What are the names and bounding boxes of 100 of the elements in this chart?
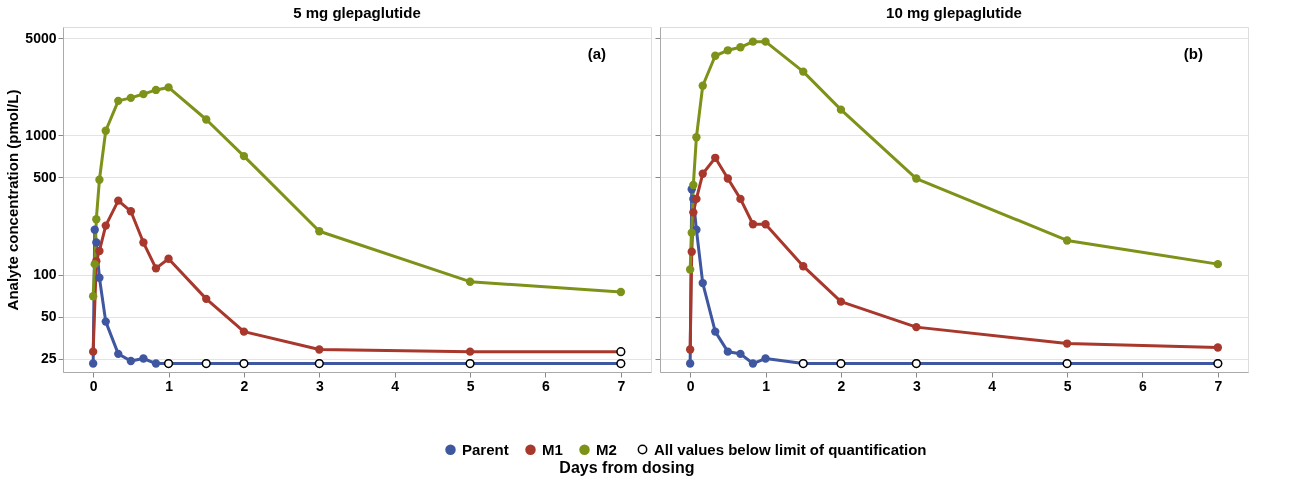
point bbox=[748, 37, 758, 46]
point bbox=[315, 345, 324, 354]
y-tick-label: 50 bbox=[40, 308, 57, 325]
legend-label: M2 bbox=[596, 440, 617, 458]
point bbox=[151, 264, 161, 273]
point bbox=[698, 169, 707, 178]
x-tick-label: 3 bbox=[315, 377, 324, 394]
point bbox=[836, 297, 846, 306]
point bbox=[689, 180, 698, 190]
point bbox=[723, 174, 733, 183]
point bbox=[711, 327, 720, 336]
point bbox=[239, 151, 249, 161]
point bbox=[689, 208, 698, 217]
point bbox=[90, 225, 99, 234]
point bbox=[912, 322, 921, 332]
x-tick-label: 4 bbox=[391, 377, 400, 394]
legend-label: All values below limit of quantification bbox=[654, 440, 927, 458]
point bbox=[698, 278, 707, 288]
y-tick-label: 100 bbox=[33, 266, 57, 283]
point bbox=[761, 37, 770, 46]
point bbox=[736, 194, 745, 204]
point bbox=[687, 247, 696, 256]
point bbox=[126, 207, 136, 216]
x-tick-label: 4 bbox=[988, 377, 997, 394]
point bbox=[95, 273, 104, 282]
point bbox=[723, 347, 733, 356]
point bbox=[114, 349, 123, 359]
y-tick-label: 1000 bbox=[25, 126, 57, 143]
x-tick-label: 0 bbox=[686, 377, 695, 394]
y-tick-label: 500 bbox=[33, 168, 57, 185]
y-axis-title: Analyte concentration (pmol/L) bbox=[4, 89, 22, 311]
point bbox=[736, 43, 745, 52]
x-tick-label: 3 bbox=[912, 377, 921, 394]
point bbox=[685, 265, 695, 274]
point bbox=[101, 317, 110, 326]
x-tick-label: 1 bbox=[762, 377, 771, 394]
x-tick-label: 5 bbox=[1063, 377, 1072, 394]
point bbox=[723, 46, 733, 55]
point bbox=[1062, 339, 1072, 348]
point bbox=[164, 254, 173, 263]
point bbox=[736, 349, 745, 359]
point bbox=[1062, 236, 1072, 245]
y-tick-label: 5000 bbox=[25, 29, 57, 46]
point bbox=[151, 85, 161, 95]
point bbox=[836, 105, 846, 114]
annotation: (a) bbox=[587, 45, 606, 62]
legend-label: M1 bbox=[542, 440, 563, 458]
point bbox=[164, 83, 173, 92]
x-tick-label: 2 bbox=[240, 377, 249, 394]
point bbox=[139, 354, 148, 363]
chart-title: 10 mg glepaglutide bbox=[886, 4, 1022, 21]
y-tick-label: 25 bbox=[40, 350, 57, 366]
x-tick-label: 7 bbox=[617, 377, 626, 394]
point bbox=[95, 175, 104, 184]
annotation: (b) bbox=[1183, 45, 1203, 62]
point bbox=[92, 215, 101, 224]
point bbox=[465, 347, 475, 356]
point bbox=[139, 238, 148, 247]
point bbox=[616, 287, 626, 297]
x-tick-label: 0 bbox=[89, 377, 98, 394]
x-tick-label: 7 bbox=[1214, 377, 1223, 394]
point bbox=[685, 359, 695, 368]
point bbox=[114, 96, 123, 106]
point bbox=[711, 153, 720, 162]
x-tick-label: 6 bbox=[1139, 377, 1148, 394]
point bbox=[1213, 343, 1223, 352]
point bbox=[748, 359, 758, 368]
point bbox=[92, 238, 101, 247]
point bbox=[711, 51, 720, 60]
point bbox=[698, 81, 707, 90]
point bbox=[139, 89, 148, 99]
x-tick-label: 6 bbox=[542, 377, 551, 394]
point bbox=[761, 354, 770, 363]
point bbox=[799, 262, 808, 271]
x-tick-label: 1 bbox=[165, 377, 174, 394]
point bbox=[202, 115, 211, 124]
chart-title: 5 mg glepaglutide bbox=[293, 4, 421, 21]
x-tick-label: 5 bbox=[466, 377, 475, 394]
point bbox=[912, 174, 921, 183]
point bbox=[685, 345, 695, 354]
point bbox=[88, 347, 98, 356]
point bbox=[687, 228, 696, 237]
point bbox=[88, 359, 98, 368]
point bbox=[114, 196, 123, 205]
x-tick-label: 2 bbox=[837, 377, 846, 394]
point bbox=[202, 294, 211, 304]
point bbox=[239, 327, 249, 336]
point bbox=[126, 356, 136, 366]
point bbox=[101, 126, 110, 135]
point bbox=[88, 292, 98, 301]
legend-label: Parent bbox=[462, 440, 509, 458]
point bbox=[465, 277, 475, 286]
point bbox=[95, 246, 104, 256]
point bbox=[748, 220, 758, 229]
point bbox=[692, 133, 701, 142]
point bbox=[761, 220, 770, 229]
point bbox=[126, 93, 136, 103]
point bbox=[1213, 259, 1223, 269]
x-axis-title: Days from dosing bbox=[559, 459, 695, 476]
point bbox=[799, 67, 808, 76]
